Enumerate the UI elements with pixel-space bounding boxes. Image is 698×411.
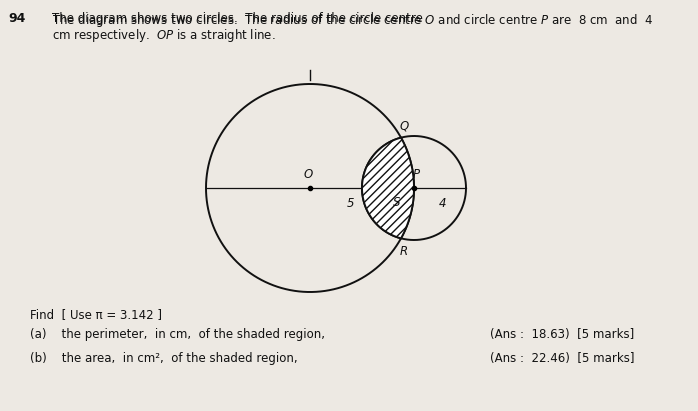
Text: (Ans :  22.46)  [5 marks]: (Ans : 22.46) [5 marks] [490,352,634,365]
Text: The diagram shows two circles.  The radius of the circle centre: The diagram shows two circles. The radiu… [52,12,426,25]
Text: The diagram shows two circles.  The radius of the circle centre $O$ and circle c: The diagram shows two circles. The radiu… [52,12,653,29]
Text: S: S [393,196,401,209]
Text: R: R [400,245,408,259]
Text: Q: Q [399,120,408,133]
Text: 5: 5 [347,197,355,210]
Text: Find  [ Use π = 3.142 ]: Find [ Use π = 3.142 ] [30,308,162,321]
Text: cm respectively.  $OP$ is a straight line.: cm respectively. $OP$ is a straight line… [52,27,276,44]
Text: O: O [304,168,313,181]
Text: (b)    the area,  in cm²,  of the shaded region,: (b) the area, in cm², of the shaded regi… [30,352,297,365]
Polygon shape [362,138,414,238]
Text: (a)    the perimeter,  in cm,  of the shaded region,: (a) the perimeter, in cm, of the shaded … [30,328,325,341]
Text: P: P [413,168,419,181]
Text: 94: 94 [8,12,25,25]
Text: 4: 4 [439,197,446,210]
Text: (Ans :  18.63)  [5 marks]: (Ans : 18.63) [5 marks] [490,328,634,341]
